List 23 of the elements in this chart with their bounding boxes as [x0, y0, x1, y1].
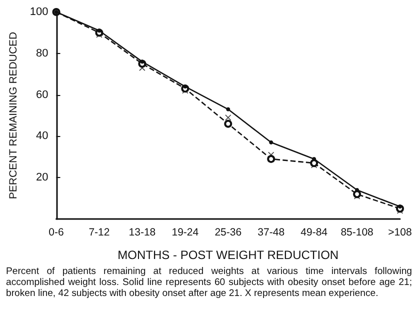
point [353, 190, 362, 198]
x-tick-label: 7-12 [88, 226, 110, 238]
x-tick-label: 13-18 [128, 226, 156, 238]
text: Percent of patients remaining at reduced weights at various time intervals following accomplished weight loss. Solid line represents 60 subjects with obesity onset before age 21; broken line, 42 subjects with obesity onset after age 21. X represents mean experience. [5, 266, 413, 299]
y-axis-title: PERCENT REMAINING REDUCED [8, 31, 20, 200]
point [224, 120, 232, 128]
y-tick-label: 60 [36, 88, 48, 101]
x-tick-label: 0-6 [48, 226, 64, 238]
y-tick-label: 100 [30, 6, 48, 18]
x-tick-label: 37-48 [258, 226, 285, 238]
x-tick-label: 49-84 [300, 226, 328, 238]
point [267, 154, 276, 163]
y-tick-label: 80 [36, 47, 48, 60]
point [225, 114, 232, 121]
x-axis-title: MONTHS - POST WEIGHT REDUCTION [118, 248, 339, 262]
point [226, 107, 230, 112]
x-tick-label: >108 [388, 226, 412, 238]
x-tick-label: 85-108 [340, 226, 374, 238]
y-tick-label: 20 [36, 172, 48, 184]
y-tick-label: 40 [36, 130, 48, 142]
x-tick-label: 25-36 [214, 226, 242, 238]
point [269, 140, 274, 144]
x-tick-label: 19-24 [172, 226, 199, 238]
